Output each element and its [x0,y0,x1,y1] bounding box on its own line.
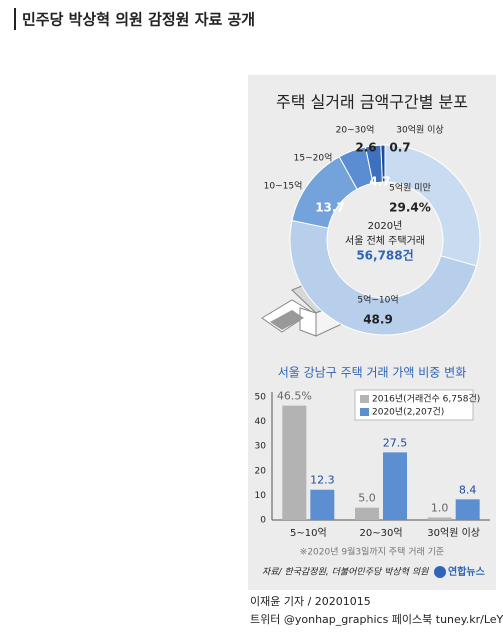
y-tick-label: 10 [255,491,267,501]
x-tick-label: 20~30억 [359,527,402,539]
y-tick-label: 20 [255,466,267,476]
bar-title: 서울 강남구 주택 거래 가액 비중 변화 [278,366,467,380]
donut-segment [384,144,481,267]
donut-segment [289,219,478,336]
value-label: 8.4 [459,483,477,496]
segment-label: 5억~10억 [357,294,398,306]
y-tick-label: 40 [255,417,267,427]
legend-label: 2020년(2,207건) [372,407,444,418]
segment-label: 30억원 이상 [396,124,443,136]
bar [282,405,307,520]
value-label: 1.0 [431,502,449,515]
header-title: 민주당 박상혁 의원 감정원 자료 공개 [22,11,255,29]
value-label: 29.4% [389,201,431,215]
value-label: 12.3 [310,474,335,487]
y-tick-label: 30 [255,442,267,452]
bar [427,517,452,520]
center-text: 56,788건 [356,248,413,263]
value-label: 48.9 [363,313,393,327]
y-tick-label: 50 [255,393,267,403]
donut-segment [380,144,386,183]
value-label: 27.5 [383,436,408,449]
value-label: 4.7 [369,175,390,189]
legend-box [354,389,474,421]
center-text: 2020년 [368,220,403,232]
segment-label: 20~30억 [336,124,375,136]
value-label: 2.6 [355,141,376,155]
value-label: 46.5% [277,390,312,403]
legend-swatch [360,395,369,403]
center-text: 서울 전체 주택거래 [345,235,425,247]
segment-label: 10~15억 [264,180,303,192]
value-label: 0.7 [389,141,410,155]
bar [383,452,407,520]
y-tick-label: 0 [260,516,266,526]
header-bar [14,8,16,30]
bar [310,489,335,520]
legend-swatch [360,408,369,416]
segment-label: 15~20억 [294,152,333,164]
source: 자료/ 한국감정원, 더불어민주당 박상혁 의원 [262,567,429,578]
x-tick-label: 5~10억 [290,527,327,539]
segment-label: 5억원 미만 [389,182,431,194]
credit: 이재윤 기자 / 20201015 [250,595,371,608]
logo-mark [434,566,446,578]
donut-title: 주택 실거래 금액구간별 분포 [276,93,468,112]
legend-label: 2016년(거래건수 6,758건) [372,394,480,405]
x-tick-label: 30억원 이상 [427,527,480,539]
note: ※2020년 9월3일까지 주택 거래 기준 [300,546,444,558]
credit: 트위터 @yonhap_graphics 페이스북 tuney.kr/LeYN1 [250,613,503,626]
bar [355,507,379,520]
logo: 연합뉴스 [448,565,485,578]
value-label: 5.0 [358,492,376,505]
value-label: 13.7 [315,201,345,215]
bar [455,499,480,520]
